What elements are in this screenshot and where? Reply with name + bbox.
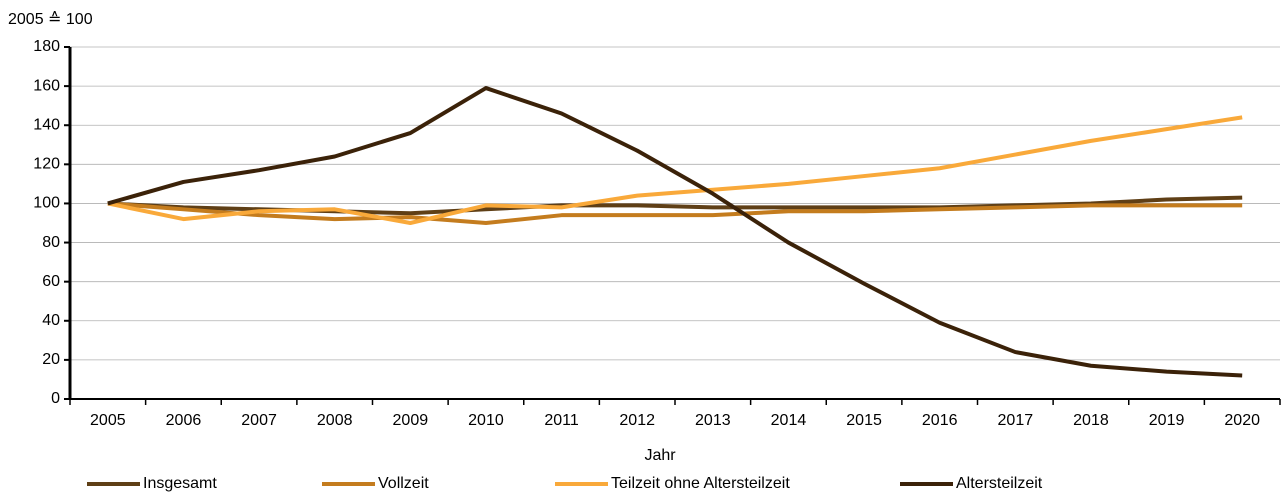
x-tick-label: 2010	[468, 412, 504, 429]
y-tick-label: 0	[51, 390, 60, 407]
y-tick-label: 160	[33, 77, 60, 94]
y-tick-label: 20	[42, 351, 60, 368]
y-tick-label: 60	[42, 273, 60, 290]
series-line	[107, 86, 1243, 378]
x-tick-label: 2013	[695, 412, 731, 429]
legend-label: Vollzeit	[378, 475, 429, 492]
x-tick-label: 2007	[241, 412, 277, 429]
legend-label: Altersteilzeit	[956, 475, 1043, 492]
legend-label: Teilzeit ohne Altersteilzeit	[611, 475, 790, 492]
y-tick-label: 140	[33, 116, 60, 133]
y-tick-label: 100	[33, 195, 60, 212]
x-tick-label: 2015	[846, 412, 882, 429]
x-tick-label: 2005	[90, 412, 126, 429]
x-tick-label: 2016	[922, 412, 958, 429]
x-tick-label: 2011	[544, 412, 579, 429]
x-tick-label: 2012	[619, 412, 655, 429]
y-tick-label: 80	[42, 234, 60, 251]
x-axis-label: Jahr	[644, 447, 676, 464]
y-axis-label: 2005 ≙ 100	[8, 11, 93, 28]
x-tick-label: 2009	[393, 412, 429, 429]
x-tick-label: 2014	[771, 412, 807, 429]
x-tick-label: 2020	[1224, 412, 1260, 429]
y-tick-label: 40	[42, 312, 60, 329]
series-line	[107, 115, 1243, 225]
x-tick-label: 2008	[317, 412, 353, 429]
x-tick-label: 2017	[998, 412, 1034, 429]
y-tick-label: 120	[33, 156, 60, 173]
series-line	[107, 201, 1243, 225]
x-tick-label: 2018	[1073, 412, 1109, 429]
legend-label: Insgesamt	[143, 475, 217, 492]
y-tick-label: 180	[33, 38, 60, 55]
x-tick-label: 2019	[1149, 412, 1185, 429]
x-tick-label: 2006	[166, 412, 202, 429]
